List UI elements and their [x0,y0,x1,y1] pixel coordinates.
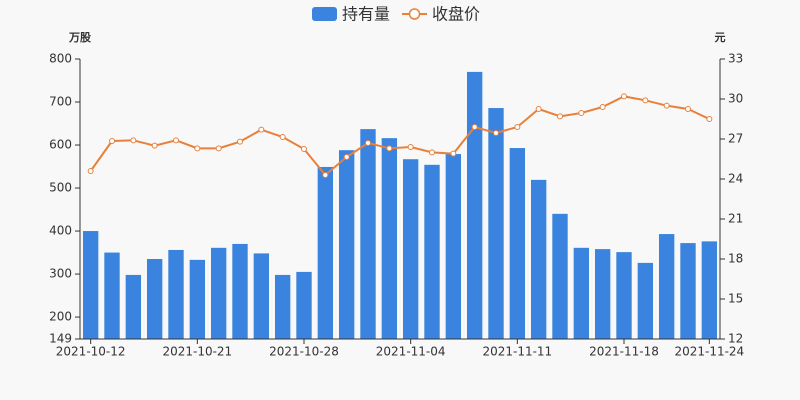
line [89,95,710,177]
bar [381,138,398,339]
bar [466,71,483,339]
bar [317,166,334,339]
bar [637,262,654,339]
bar [189,259,206,339]
bar [253,253,270,339]
bar [616,252,632,339]
line-point [599,104,606,110]
x-tick-label: 2021-10-12 [56,345,126,359]
line-point [343,154,350,160]
bar [146,259,163,339]
bar [338,150,355,339]
y2-tick-label: 21 [728,212,743,226]
line-point [301,146,307,152]
line-point [194,145,201,152]
line-point [173,137,179,144]
line-point [557,113,563,120]
line-point [365,140,371,146]
y2-tick-label: 33 [728,52,743,66]
bar [360,129,376,339]
line-point [663,102,670,109]
line-point [429,149,435,156]
bar [658,234,675,339]
bar [168,249,184,339]
y-tick-label: 400 [49,224,72,238]
x-tick-label: 2021-11-18 [589,345,659,359]
line-point [279,134,286,140]
bar [552,213,568,339]
line-point [407,144,414,150]
y2-tick-label: 15 [728,292,743,306]
x-tick-label: 2021-10-21 [162,345,232,359]
line-point [578,110,585,116]
bar [210,247,227,339]
legend-label: 收盘价 [432,5,480,24]
line-point [109,138,115,144]
line-point [322,172,329,178]
bar [274,274,291,339]
legend-icon [408,8,421,20]
y-tick-label: 500 [49,181,72,195]
line-point [514,124,521,130]
y2-tick-label: 24 [728,172,743,186]
line-point [642,97,649,104]
bar [701,241,718,339]
line-point [535,106,542,112]
legend-icon [312,7,337,21]
bar [445,154,462,339]
bar [232,243,248,339]
legend-label: 持有量 [342,5,390,24]
line-point [706,116,713,122]
line-point [215,145,222,152]
line-point [130,137,137,144]
bar [296,271,312,339]
line-point [471,124,478,130]
line-point [386,145,393,152]
bar [104,252,120,339]
y-tick-label: 149 [49,332,72,346]
y-axis-unit: 万股 [68,31,92,44]
y2-axis-unit: 元 [715,31,726,44]
bar [424,164,440,339]
y-tick-label: 300 [49,267,72,281]
x-tick-label: 2021-11-04 [376,345,446,359]
y2-tick-label: 27 [728,132,743,146]
y2-tick-label: 12 [728,332,743,346]
y2-tick-label: 18 [728,252,743,266]
bar [125,274,142,339]
y-tick-label: 600 [49,138,72,152]
y-tick-label: 700 [49,95,72,109]
line-point [87,168,94,174]
bar [402,159,419,339]
x-tick-label: 2021-10-28 [269,345,339,359]
bar [82,231,99,339]
bar [530,179,547,339]
x-tick-label: 2021-11-11 [482,345,552,359]
line-point [151,142,158,149]
bar [680,243,696,339]
line-point [258,126,265,133]
y-tick-label: 800 [49,52,72,66]
line-point [685,106,691,112]
line-point [450,150,457,157]
x-tick-label: 2021-11-24 [674,345,744,359]
bar [509,148,526,339]
y-tick-label: 200 [49,310,72,324]
bar [573,247,590,339]
bar [594,249,611,339]
bar [488,108,504,339]
line-point [621,93,627,100]
y2-tick-label: 30 [728,92,743,106]
line-point [237,138,243,145]
line-point [493,130,499,136]
